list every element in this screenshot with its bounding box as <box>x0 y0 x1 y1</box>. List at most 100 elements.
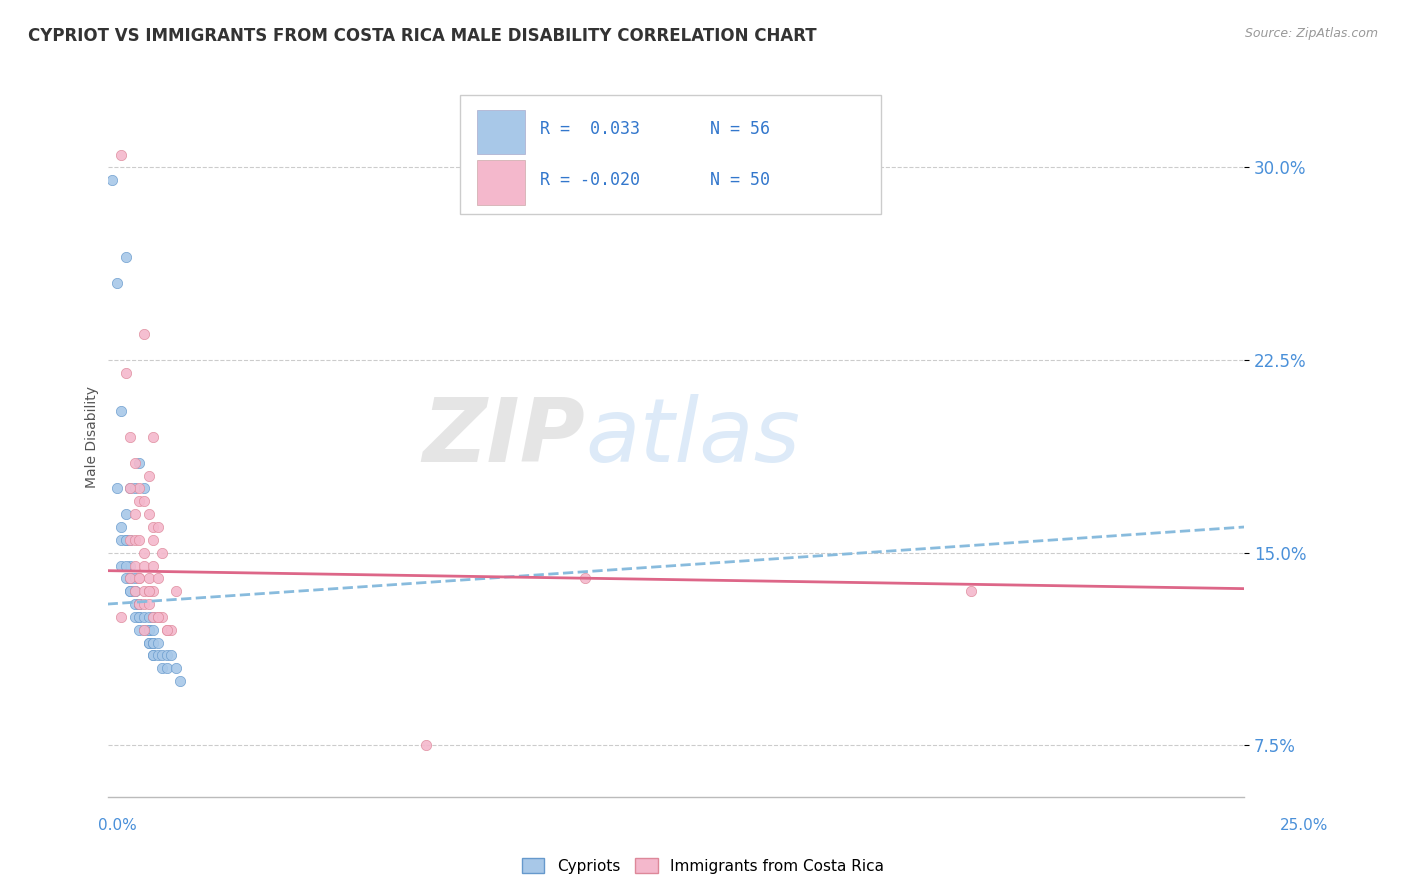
Point <box>142 610 165 624</box>
Text: 0.0%: 0.0% <box>98 818 138 832</box>
Point <box>138 507 160 521</box>
Text: Source: ZipAtlas.com: Source: ZipAtlas.com <box>1244 27 1378 40</box>
Point <box>156 648 179 663</box>
Point <box>128 494 150 508</box>
Point <box>105 276 128 290</box>
Point <box>132 546 155 560</box>
Text: N = 50: N = 50 <box>710 170 770 188</box>
Point <box>114 366 136 380</box>
FancyBboxPatch shape <box>477 161 524 205</box>
Point <box>132 623 155 637</box>
Legend: Cypriots, Immigrants from Costa Rica: Cypriots, Immigrants from Costa Rica <box>516 852 890 880</box>
Point <box>960 584 983 599</box>
Point <box>105 482 128 496</box>
Point <box>146 648 169 663</box>
Point <box>110 520 132 534</box>
Text: atlas: atlas <box>585 394 800 480</box>
Point <box>160 648 183 663</box>
Point <box>120 533 142 547</box>
Point <box>120 558 142 573</box>
Point <box>114 250 136 264</box>
FancyBboxPatch shape <box>460 95 880 214</box>
Point <box>138 635 160 649</box>
Point <box>142 610 165 624</box>
Point <box>142 648 165 663</box>
Point <box>124 584 146 599</box>
Point <box>138 584 160 599</box>
Point <box>110 558 132 573</box>
Point <box>165 584 187 599</box>
Point <box>124 584 146 599</box>
Point <box>120 430 142 444</box>
Text: CYPRIOT VS IMMIGRANTS FROM COSTA RICA MALE DISABILITY CORRELATION CHART: CYPRIOT VS IMMIGRANTS FROM COSTA RICA MA… <box>28 27 817 45</box>
Point <box>150 661 173 675</box>
Point <box>138 623 160 637</box>
Point <box>138 635 160 649</box>
Point <box>132 610 155 624</box>
Point <box>110 404 132 418</box>
Point <box>146 610 169 624</box>
Point <box>146 520 169 534</box>
Point <box>128 482 150 496</box>
Point <box>128 623 150 637</box>
Text: R =  0.033: R = 0.033 <box>540 120 640 138</box>
Point <box>138 584 160 599</box>
Point <box>150 610 173 624</box>
Point <box>142 648 165 663</box>
Point <box>146 635 169 649</box>
Point <box>128 597 150 611</box>
Point <box>120 584 142 599</box>
Point <box>114 558 136 573</box>
Point <box>132 623 155 637</box>
Point <box>138 597 160 611</box>
Point <box>146 610 169 624</box>
Point <box>124 456 146 470</box>
Text: R = -0.020: R = -0.020 <box>540 170 640 188</box>
Point <box>114 533 136 547</box>
Point <box>120 482 142 496</box>
Point <box>110 147 132 161</box>
Point <box>138 623 160 637</box>
Point <box>132 494 155 508</box>
Point <box>120 533 142 547</box>
FancyBboxPatch shape <box>477 110 524 154</box>
Point <box>165 661 187 675</box>
Point <box>114 507 136 521</box>
Point <box>138 571 160 585</box>
Point <box>138 610 160 624</box>
Point <box>120 571 142 585</box>
Point <box>146 571 169 585</box>
Point <box>160 623 183 637</box>
Y-axis label: Male Disability: Male Disability <box>86 386 100 488</box>
Point <box>128 610 150 624</box>
Point <box>120 584 142 599</box>
Point <box>128 597 150 611</box>
Point <box>124 507 146 521</box>
Point <box>128 533 150 547</box>
Point <box>124 571 146 585</box>
Point <box>124 558 146 573</box>
Point <box>124 482 146 496</box>
Point <box>124 584 146 599</box>
Point <box>114 533 136 547</box>
Text: 25.0%: 25.0% <box>1281 818 1329 832</box>
Point <box>142 635 165 649</box>
Point <box>142 623 165 637</box>
Point <box>120 482 142 496</box>
Point <box>110 610 132 624</box>
Point <box>138 468 160 483</box>
Point <box>132 584 155 599</box>
Text: N = 56: N = 56 <box>710 120 770 138</box>
Point <box>124 533 146 547</box>
Point <box>132 327 155 342</box>
Point <box>128 597 150 611</box>
Point <box>142 635 165 649</box>
Point <box>415 739 437 753</box>
Text: ZIP: ZIP <box>422 393 585 481</box>
Point <box>574 571 596 585</box>
Point <box>128 571 150 585</box>
Point <box>132 482 155 496</box>
Point <box>169 674 191 689</box>
Point <box>128 571 150 585</box>
Point <box>110 533 132 547</box>
